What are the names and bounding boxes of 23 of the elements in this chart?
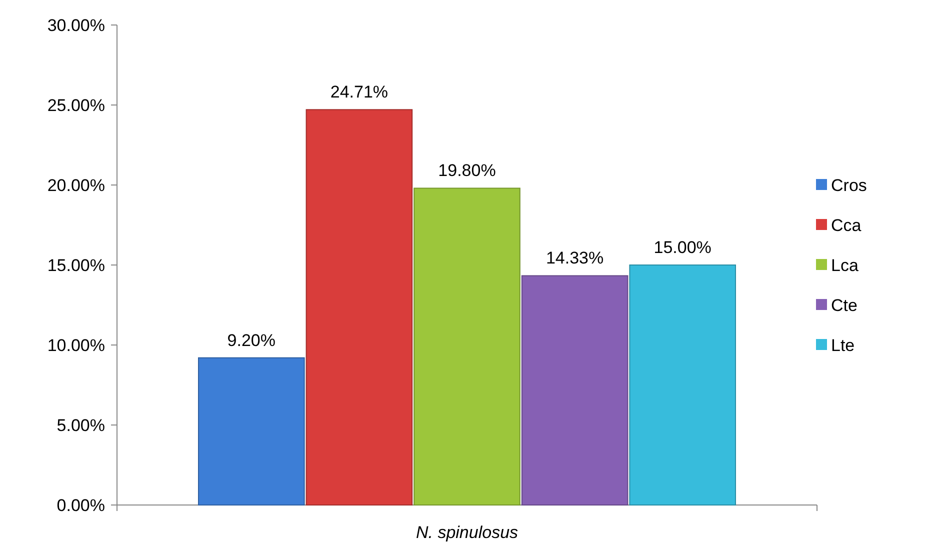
data-label: 24.71% — [330, 82, 388, 102]
bar — [414, 188, 520, 506]
legend-label: Lca — [831, 256, 859, 275]
y-tick-label: 5.00% — [56, 416, 105, 435]
legend-label: Cca — [831, 216, 862, 235]
y-tick-label: 30.00% — [47, 16, 105, 35]
data-label: 15.00% — [654, 238, 712, 257]
legend-label: Cros — [831, 176, 867, 195]
legend-label: Lte — [831, 336, 855, 355]
x-axis-title: N. spinulosus — [416, 523, 519, 542]
data-label: 14.33% — [546, 248, 604, 268]
bar — [629, 264, 736, 506]
y-tick-label: 20.00% — [47, 176, 105, 195]
y-tick-label: 0.00% — [56, 496, 105, 515]
legend-label: Cte — [831, 296, 858, 315]
bar — [198, 357, 305, 506]
y-tick-label: 10.00% — [47, 336, 105, 355]
data-label: 9.20% — [227, 330, 276, 350]
bar — [306, 109, 413, 506]
bar — [521, 275, 628, 506]
data-label: 19.80% — [438, 161, 496, 180]
y-tick-label: 25.00% — [47, 96, 105, 115]
y-tick-label: 15.00% — [47, 256, 105, 275]
